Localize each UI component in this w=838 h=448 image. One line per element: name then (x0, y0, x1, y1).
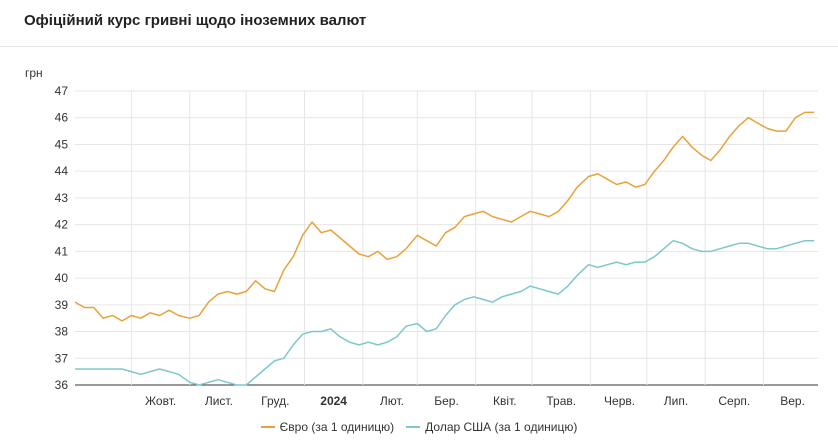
y-tick-label: 43 (55, 191, 69, 205)
x-tick-label: 2024 (320, 394, 347, 408)
legend-item-usd: Долар США (за 1 одиницю) (406, 420, 577, 434)
y-tick-label: 37 (55, 351, 69, 365)
y-tick-label: 42 (55, 218, 69, 232)
y-tick-label: 39 (55, 298, 69, 312)
x-tick-label: Груд. (261, 394, 289, 408)
y-tick-label: 36 (55, 378, 69, 392)
x-tick-label: Лип. (664, 394, 688, 408)
y-tick-label: 44 (55, 164, 69, 178)
y-axis-label: грн (25, 66, 43, 80)
page-title: Офіційний курс гривні щодо іноземних вал… (24, 12, 367, 29)
x-tick-label: Вер. (780, 394, 805, 408)
series-line-euro (74, 111, 815, 322)
x-tick-label: Лют. (380, 394, 404, 408)
y-tick-label: 38 (55, 325, 69, 339)
grid-lines (75, 90, 818, 386)
title-divider (0, 46, 838, 47)
x-tick-label: Жовт. (145, 394, 176, 408)
y-tick-label: 45 (55, 137, 69, 151)
x-tick-label: Лист. (205, 394, 233, 408)
y-tick-label: 46 (55, 111, 69, 125)
legend-swatch (260, 426, 275, 428)
chart-legend: Євро (за 1 одиницю) Долар США (за 1 одини… (0, 420, 838, 434)
x-tick-label: Трав. (546, 394, 576, 408)
legend-swatch (406, 426, 421, 428)
x-tick-label: Серп. (718, 394, 750, 408)
series-lines (74, 111, 815, 386)
x-tick-label: Квіт. (493, 394, 517, 408)
y-tick-label: 41 (55, 244, 69, 258)
y-tick-label: 47 (55, 84, 69, 98)
legend-label: Євро (за 1 одиницю) (279, 420, 395, 434)
x-tick-label: Бер. (434, 394, 459, 408)
axes: 36 37 38 39 40 41 42 43 44 45 46 47 грн Жовт. Лист. Гру… (25, 66, 805, 408)
series-line-usd (75, 239, 815, 386)
y-tick-label: 40 (55, 271, 69, 285)
legend-item-euro: Євро (за 1 одиницю) (260, 420, 395, 434)
legend-label: Долар США (за 1 одиницю) (425, 420, 578, 434)
x-tick-label: Черв. (604, 394, 635, 408)
